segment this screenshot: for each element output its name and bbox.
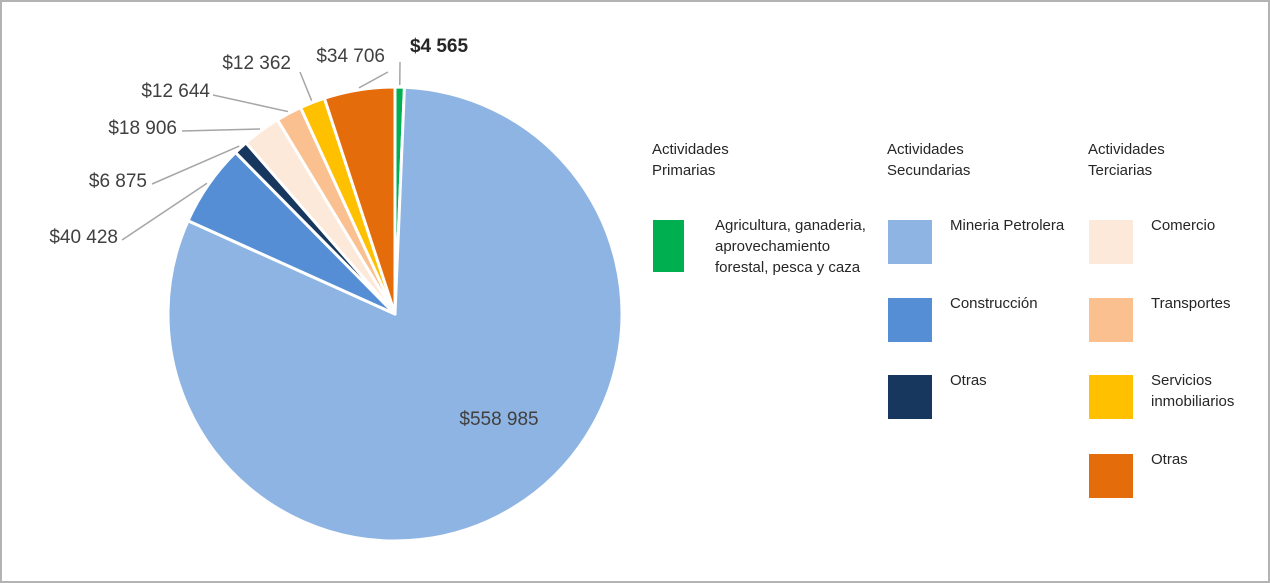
legend-group-title: Actividades Primarias (652, 141, 729, 179)
data-label: $12 644 (141, 81, 210, 102)
pie-slice (322, 85, 397, 316)
legend-label: Agricultura, ganaderia, aprovechamiento … (715, 217, 866, 276)
data-label: $12 362 (222, 53, 291, 74)
legend-swatch (888, 375, 932, 419)
legend-label: Transportes (1151, 295, 1231, 312)
leader-line (151, 145, 240, 185)
leader-line (358, 71, 389, 89)
legend-swatch (888, 220, 932, 264)
data-label: $40 428 (49, 227, 118, 248)
leader-line (299, 71, 313, 101)
leader-line (212, 94, 289, 113)
data-label: $6 875 (89, 171, 147, 192)
legend-swatch (1089, 220, 1133, 264)
data-label: $558 985 (459, 409, 538, 430)
legend-label: Servicios inmobiliarios (1151, 372, 1235, 410)
legend-swatch (1089, 298, 1133, 342)
legend-label: Otras (1151, 451, 1188, 468)
legend-group-title: Actividades Terciarias (1088, 141, 1165, 179)
legend-label: Otras (950, 372, 987, 389)
legend-label: Construcción (950, 295, 1038, 312)
legend-group-title: Actividades Secundarias (887, 141, 971, 179)
data-label: $34 706 (316, 46, 385, 67)
data-label: $4 565 (410, 36, 469, 57)
legend-label: Comercio (1151, 217, 1216, 234)
leader-line (181, 128, 261, 132)
legend-swatch (888, 298, 932, 342)
data-label: $18 906 (108, 118, 177, 139)
leader-line (121, 182, 208, 241)
legend-swatch (653, 220, 684, 272)
legend-swatch (1089, 454, 1133, 498)
legend-label: Mineria Petrolera (950, 217, 1065, 234)
legend-swatch (1089, 375, 1133, 419)
